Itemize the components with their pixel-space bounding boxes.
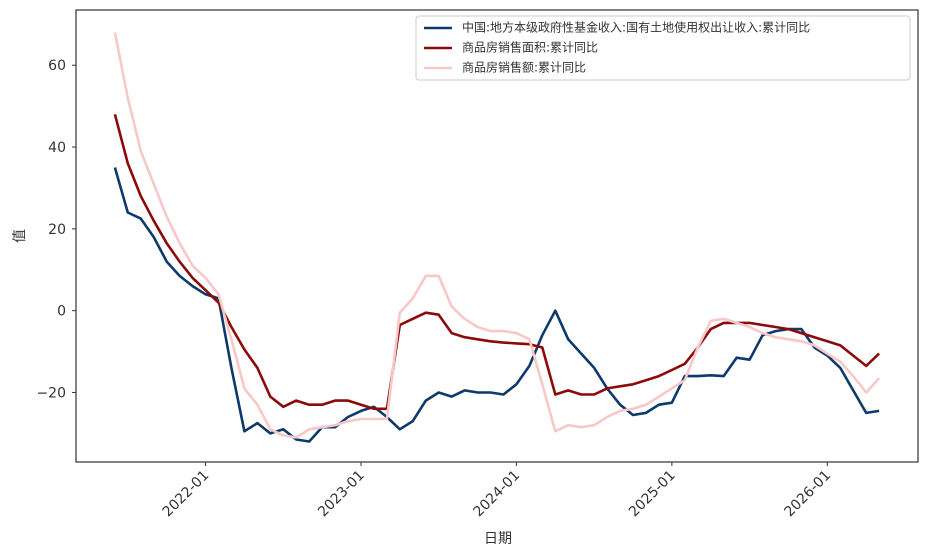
legend-label: 中国:地方本级政府性基金收入:国有土地使用权出让收入:累计同比 [462,20,810,35]
legend-label: 商品房销售额:累计同比 [462,60,586,75]
x-tick-label: 2025-01 [626,468,679,521]
legend-box [415,15,911,81]
series-line [113,113,880,411]
x-tick-label: 2022-01 [160,468,213,521]
y-tick-label: 20 [48,222,66,238]
legend: 中国:地方本级政府性基金收入:国有土地使用权出让收入:累计同比商品房销售面积:累… [415,15,911,81]
plot-frame [75,9,919,463]
y-tick-label: 0 [57,304,66,320]
y-tick-label: 60 [48,58,66,74]
legend-label: 商品房销售面积:累计同比 [462,40,598,55]
x-tick-label: 2024-01 [471,468,524,521]
y-tick-label: 40 [48,140,66,156]
series-line [113,32,881,439]
x-axis-label: 日期 [484,531,512,547]
y-tick-label: −20 [36,385,66,401]
series-line [113,167,880,443]
x-tick-label: 2026-01 [781,468,834,521]
y-axis-label: 值 [12,229,28,243]
x-tick-label: 2023-01 [315,468,368,521]
